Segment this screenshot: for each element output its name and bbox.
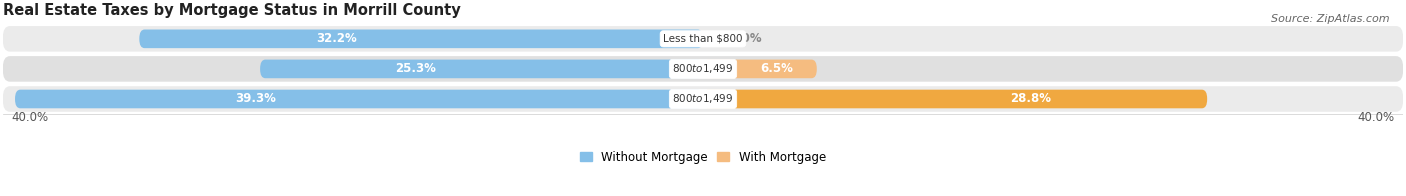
- Text: 28.8%: 28.8%: [1010, 93, 1052, 105]
- Text: 25.3%: 25.3%: [395, 62, 436, 75]
- Text: Source: ZipAtlas.com: Source: ZipAtlas.com: [1271, 14, 1389, 24]
- Text: $800 to $1,499: $800 to $1,499: [672, 93, 734, 105]
- Text: 40.0%: 40.0%: [1357, 111, 1395, 124]
- FancyBboxPatch shape: [3, 86, 1403, 112]
- FancyBboxPatch shape: [260, 60, 703, 78]
- FancyBboxPatch shape: [139, 30, 703, 48]
- FancyBboxPatch shape: [3, 26, 1403, 52]
- FancyBboxPatch shape: [15, 90, 703, 108]
- Text: 0.0%: 0.0%: [730, 32, 762, 45]
- FancyBboxPatch shape: [703, 90, 1208, 108]
- Text: $800 to $1,499: $800 to $1,499: [672, 62, 734, 75]
- Legend: Without Mortgage, With Mortgage: Without Mortgage, With Mortgage: [575, 146, 831, 168]
- Text: 32.2%: 32.2%: [316, 32, 357, 45]
- Text: Real Estate Taxes by Mortgage Status in Morrill County: Real Estate Taxes by Mortgage Status in …: [3, 3, 461, 18]
- FancyBboxPatch shape: [703, 60, 817, 78]
- Text: Less than $800: Less than $800: [664, 34, 742, 44]
- Text: 6.5%: 6.5%: [761, 62, 793, 75]
- Text: 40.0%: 40.0%: [11, 111, 49, 124]
- FancyBboxPatch shape: [3, 56, 1403, 82]
- Text: 39.3%: 39.3%: [235, 93, 276, 105]
